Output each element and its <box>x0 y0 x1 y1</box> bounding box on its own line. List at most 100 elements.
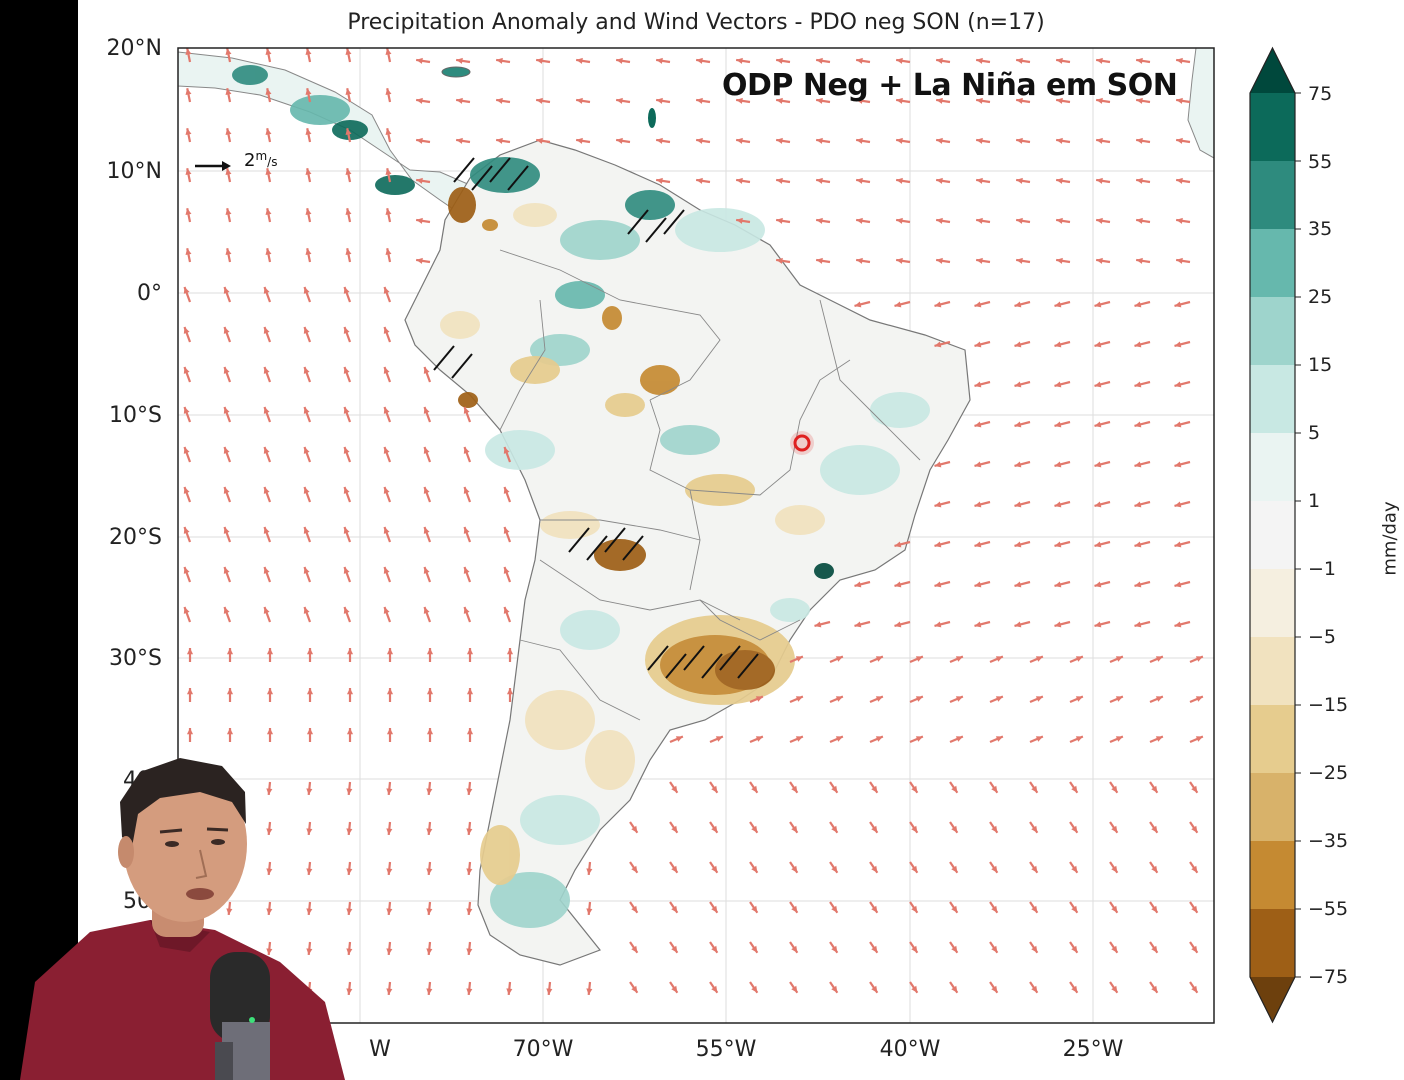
wind-arrow-head <box>1195 656 1203 662</box>
wind-arrow-head <box>223 446 230 454</box>
wind-arrow-head <box>1191 985 1198 993</box>
wind-arrow-head <box>1151 985 1158 993</box>
wind-arrow-head <box>345 168 352 176</box>
wind-arrow-head <box>426 948 433 955</box>
wind-arrow-head <box>226 728 234 735</box>
wind-arrow-head <box>671 905 678 913</box>
wind-arrow-head <box>263 406 270 414</box>
wind-arrow-head <box>263 326 270 334</box>
hatch-line <box>604 527 626 553</box>
plot-frame <box>177 47 1215 1024</box>
significance-hatching <box>433 157 759 679</box>
wind-arrow-head <box>951 785 958 793</box>
wind-arrow-head <box>1134 381 1142 388</box>
wind-arrow-head <box>306 908 313 915</box>
wind-arrow-head <box>1071 865 1078 873</box>
wind-arrow-head <box>1174 461 1182 468</box>
hatch-line <box>627 209 649 235</box>
wind-arrow-head <box>671 945 678 953</box>
wind-arrow-head <box>1075 656 1083 662</box>
wind-arrow-head <box>776 217 783 224</box>
colorbar-tick: −1 <box>1308 558 1337 580</box>
wind-arrow-head <box>1191 825 1198 833</box>
wind-arrow-head <box>383 566 390 574</box>
wind-arrow-head <box>303 406 310 414</box>
wind-arrow-head <box>974 461 982 468</box>
wind-arrow-head <box>995 656 1003 662</box>
wind-arrow-head <box>223 406 230 414</box>
wind-arrow-head <box>266 728 274 735</box>
wind-arrow-head <box>656 57 663 64</box>
wind-arrow-head <box>383 286 390 294</box>
wind-arrow-head <box>183 526 190 534</box>
hatch-line <box>701 653 723 679</box>
wind-arrow-head <box>416 97 423 104</box>
lat-label-0: 0° <box>137 281 162 306</box>
wind-arrow-head <box>305 48 312 56</box>
wind-arrow-head <box>974 621 982 628</box>
wind-arrow-head <box>345 48 352 56</box>
wind-arrow-head <box>934 581 942 588</box>
wind-arrow-head <box>1134 581 1142 588</box>
wind-arrow-head <box>976 177 983 184</box>
wind-arrow-head <box>306 828 313 835</box>
wind-arrow-head <box>263 366 270 374</box>
wind-arrow-head <box>856 217 863 224</box>
wind-arrow-head <box>426 828 433 835</box>
wind-arrow-head <box>934 301 942 308</box>
wind-arrow-head <box>934 501 942 508</box>
wind-arrow-head <box>631 985 638 993</box>
wind-arrow-head <box>1096 177 1103 184</box>
wind-arrow-head <box>345 208 352 216</box>
wind-arrow-head <box>1094 541 1102 548</box>
wind-arrow-head <box>991 985 998 993</box>
wind-arrow-head <box>1134 421 1142 428</box>
wind-arrow-head <box>186 728 194 735</box>
wind-arrow-head <box>854 621 862 628</box>
wind-arrow-head <box>303 486 310 494</box>
wind-arrow-head <box>346 948 353 955</box>
wind-arrow-head <box>223 366 230 374</box>
wind-arrow-head <box>871 825 878 833</box>
wind-arrow-head <box>1191 865 1198 873</box>
wind-arrow-head <box>225 48 232 56</box>
wind-arrow-head <box>631 905 638 913</box>
hatch-line <box>451 353 473 379</box>
lat-label-20s: 20°S <box>109 525 162 550</box>
wind-arrow-head <box>383 406 390 414</box>
wind-arrow-head <box>951 985 958 993</box>
wind-arrow-head <box>223 566 230 574</box>
wind-arrow-head <box>265 208 272 216</box>
wind-arrow-head <box>503 526 510 534</box>
colorbar-tick: 35 <box>1308 218 1333 240</box>
wind-arrow-head <box>995 736 1003 742</box>
wind-arrow-head <box>1096 57 1103 64</box>
dry-anomaly-patches <box>440 187 825 885</box>
wind-arrow-head <box>386 788 393 795</box>
wind-arrow-head <box>776 257 783 264</box>
wind-arrow-head <box>1054 421 1062 428</box>
wind-arrow-head <box>1014 301 1022 308</box>
wind-arrow-head <box>631 865 638 873</box>
wind-arrow-head <box>791 865 798 873</box>
wind-arrow-head <box>265 128 272 136</box>
wind-arrow-head <box>506 648 514 655</box>
hatch-line <box>453 157 475 183</box>
wind-arrow-head <box>1115 656 1123 662</box>
wind-arrow-head <box>343 406 350 414</box>
wind-arrow-head <box>416 137 423 144</box>
wind-arrow-head <box>1075 696 1083 702</box>
hatch-line <box>586 535 608 561</box>
wind-arrow-head <box>225 168 232 176</box>
wind-arrow-head <box>1094 341 1102 348</box>
wind-arrow-head <box>185 128 192 136</box>
wind-arrow-head <box>675 736 683 742</box>
wind-arrow-head <box>751 785 758 793</box>
hatch-line <box>719 645 741 671</box>
wind-arrow-head <box>915 656 923 662</box>
colorbar-unit-label: mm/day <box>1379 501 1401 576</box>
wind-arrow-head <box>463 566 470 574</box>
wind-arrow-head <box>1016 257 1023 264</box>
wind-arrow-head <box>1195 736 1203 742</box>
